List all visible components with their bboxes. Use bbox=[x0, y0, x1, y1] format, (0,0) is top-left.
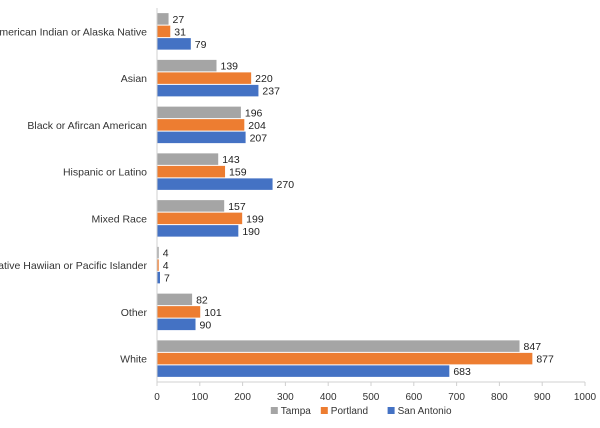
legend-item-tampa: Tampa bbox=[270, 406, 311, 417]
bar-portland bbox=[157, 72, 252, 84]
bar-portland bbox=[157, 259, 159, 271]
bar-san-antonio bbox=[157, 318, 196, 331]
data-label: 196 bbox=[245, 107, 263, 119]
data-label: 31 bbox=[174, 26, 186, 38]
x-tick-label: 200 bbox=[234, 392, 251, 403]
bar-tampa bbox=[157, 246, 159, 259]
data-label: 877 bbox=[536, 354, 554, 366]
bars-group bbox=[157, 13, 533, 377]
category-label: Asian bbox=[121, 73, 147, 85]
legend-swatch bbox=[387, 407, 395, 414]
data-label: 157 bbox=[228, 201, 246, 213]
legend-label: Tampa bbox=[281, 406, 311, 417]
data-label: 79 bbox=[195, 39, 207, 51]
bar-portland bbox=[157, 25, 171, 38]
bar-tampa bbox=[157, 200, 225, 212]
x-tick-label: 800 bbox=[491, 392, 508, 403]
data-label: 82 bbox=[196, 294, 208, 306]
legend-label: Portland bbox=[331, 406, 368, 417]
x-tick-label: 100 bbox=[191, 392, 208, 403]
data-label: 204 bbox=[248, 120, 266, 132]
data-label: 4 bbox=[163, 260, 169, 272]
x-tick-label: 600 bbox=[405, 392, 422, 403]
bar-tampa bbox=[157, 59, 217, 72]
bar-tampa bbox=[157, 340, 520, 352]
data-label: 207 bbox=[250, 132, 268, 144]
data-label: 683 bbox=[453, 366, 471, 378]
legend: Tampa Portland San Antonio bbox=[270, 406, 452, 417]
bar-tampa bbox=[157, 153, 219, 165]
data-label: 7 bbox=[164, 273, 170, 285]
bar-portland bbox=[157, 165, 226, 178]
data-label: 847 bbox=[524, 341, 542, 353]
bar-tampa bbox=[157, 293, 193, 306]
bar-tampa bbox=[157, 13, 169, 25]
x-tick-label: 500 bbox=[363, 392, 380, 403]
bar-portland bbox=[157, 352, 533, 365]
data-label: 101 bbox=[204, 307, 222, 319]
data-label: 159 bbox=[229, 167, 247, 179]
category-label: Native Hawiian or Pacific Islander bbox=[0, 260, 147, 272]
bar-san-antonio bbox=[157, 178, 273, 190]
bar-san-antonio bbox=[157, 365, 450, 377]
data-label: 237 bbox=[262, 86, 280, 98]
legend-swatch bbox=[320, 407, 328, 414]
category-label: American Indian or Alaska Native bbox=[0, 26, 147, 38]
bar-san-antonio bbox=[157, 271, 160, 284]
x-tick-label: 700 bbox=[448, 392, 465, 403]
data-label: 139 bbox=[220, 61, 238, 73]
data-label: 143 bbox=[222, 154, 240, 166]
category-label: Mixed Race bbox=[92, 213, 148, 225]
x-tick-label: 1000 bbox=[574, 392, 597, 403]
bar-san-antonio bbox=[157, 84, 259, 97]
bar-portland bbox=[157, 119, 245, 131]
data-label: 199 bbox=[246, 213, 264, 225]
x-tick-label: 400 bbox=[320, 392, 337, 403]
legend-swatch bbox=[270, 407, 278, 414]
data-label: 90 bbox=[200, 319, 212, 331]
bar-san-antonio bbox=[157, 38, 191, 50]
legend-label: San Antonio bbox=[398, 406, 452, 417]
value-labels-group: 2731791392202371962042071431592701571991… bbox=[163, 14, 554, 378]
bar-tampa bbox=[157, 106, 241, 119]
data-label: 270 bbox=[277, 179, 295, 191]
legend-item-portland: Portland bbox=[320, 406, 368, 417]
data-label: 220 bbox=[255, 73, 273, 85]
category-labels-group: American Indian or Alaska Native Asian Bla… bbox=[0, 26, 147, 365]
bar-portland bbox=[157, 212, 243, 225]
data-label: 190 bbox=[242, 226, 260, 238]
data-label: 27 bbox=[173, 14, 185, 26]
category-label: Hispanic or Latino bbox=[63, 167, 147, 179]
category-label: Other bbox=[121, 307, 148, 319]
bar-san-antonio bbox=[157, 225, 239, 237]
legend-item-san-antonio: San Antonio bbox=[387, 406, 452, 417]
x-tick-label: 300 bbox=[277, 392, 294, 403]
x-tick-label: 0 bbox=[154, 392, 160, 403]
data-label: 4 bbox=[163, 248, 169, 260]
bar-portland bbox=[157, 306, 201, 318]
x-tick-label: 900 bbox=[534, 392, 551, 403]
category-label: Black or Afircan American bbox=[27, 120, 147, 132]
x-axis: 0 100 200 300 400 500 600 700 800 900 1000 bbox=[154, 8, 597, 403]
bar-san-antonio bbox=[157, 131, 246, 144]
category-label: White bbox=[120, 354, 147, 366]
